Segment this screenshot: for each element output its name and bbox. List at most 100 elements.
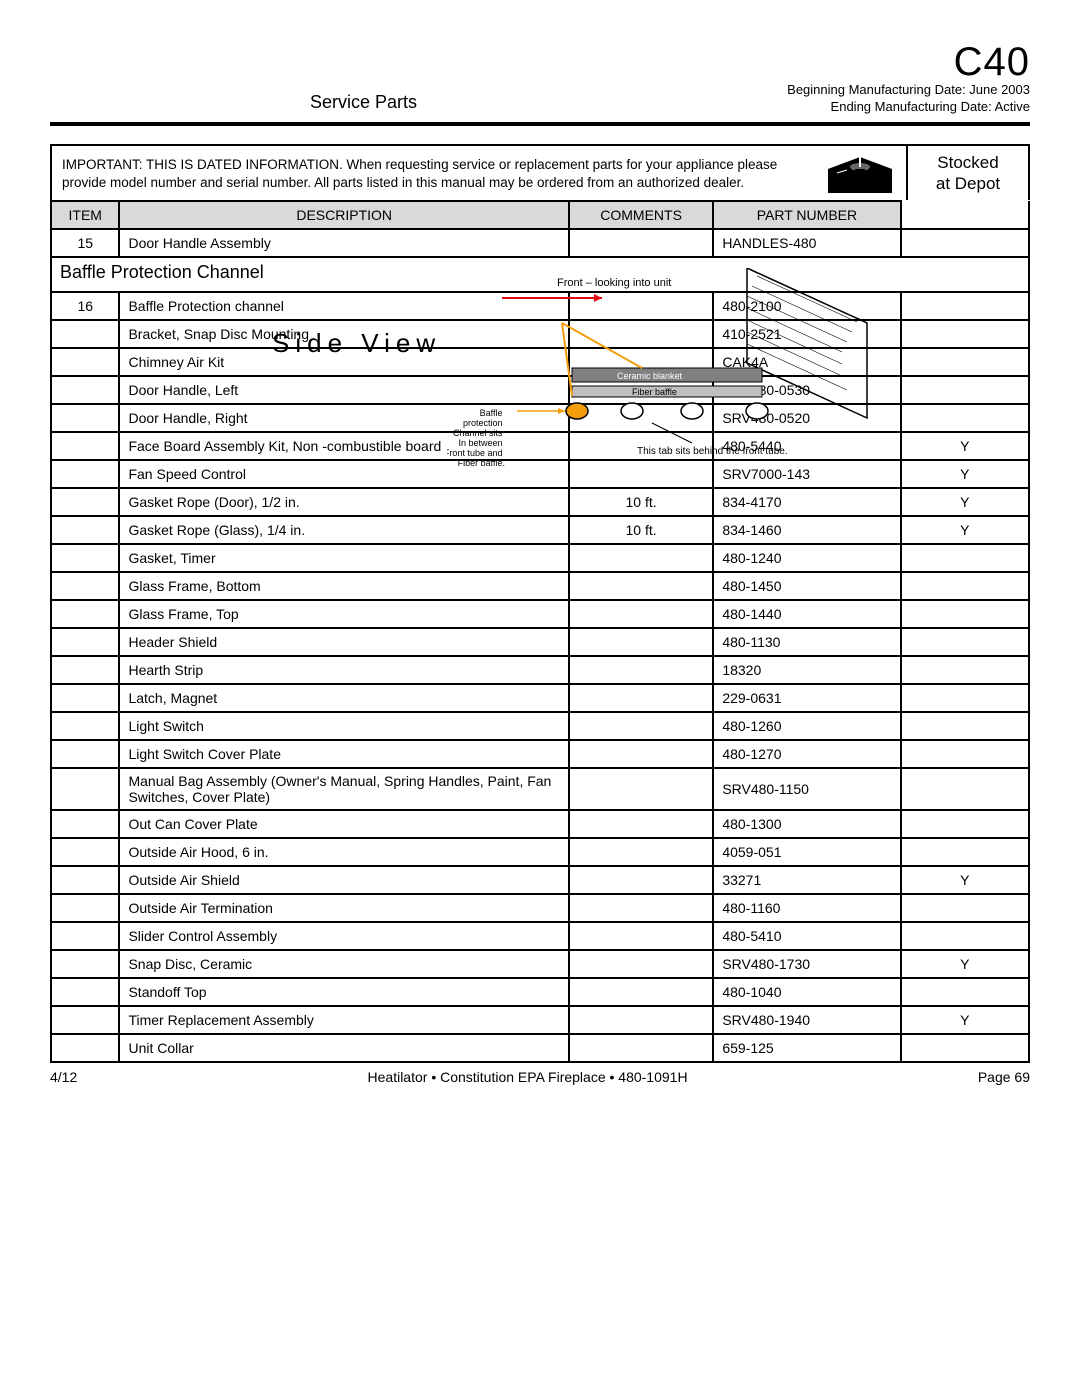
cell-stock: [901, 838, 1029, 866]
mfg-begin: Beginning Manufacturing Date: June 2003: [787, 82, 1030, 99]
cell-part: SRV480-1940: [713, 1006, 900, 1034]
table-row: Outside Air Hood, 6 in.4059-051: [51, 838, 1029, 866]
col-part-number: PART NUMBER: [713, 201, 900, 229]
cell-stock: [901, 404, 1029, 432]
cell-item: [51, 656, 119, 684]
cell-part: SRV480-1150: [713, 768, 900, 810]
cell-part: HANDLES-480: [713, 229, 900, 257]
cell-desc: Gasket, Timer: [119, 544, 568, 572]
cell-comm: [569, 229, 713, 257]
cell-desc: Light Switch: [119, 712, 568, 740]
notice-box: IMPORTANT: THIS IS DATED INFORMATION. Wh…: [50, 144, 1030, 200]
table-row: Gasket Rope (Glass), 1/4 in.10 ft.834-14…: [51, 516, 1029, 544]
cell-desc: Light Switch Cover Plate: [119, 740, 568, 768]
cell-comm: [569, 866, 713, 894]
cell-comm: [569, 810, 713, 838]
cell-comm: [569, 978, 713, 1006]
cell-item: [51, 320, 119, 348]
cell-item: [51, 810, 119, 838]
cell-stock: [901, 978, 1029, 1006]
cell-stock: Y: [901, 866, 1029, 894]
channel-note-text: Baffle protection Channel sits In betwee…: [447, 408, 505, 468]
front-label-text: Front – looking into unit: [557, 277, 671, 289]
table-row: Glass Frame, Bottom 480-1450: [51, 572, 1029, 600]
cell-stock: [901, 600, 1029, 628]
cell-stock: Y: [901, 432, 1029, 460]
cell-part: 834-1460: [713, 516, 900, 544]
cell-comm: [569, 950, 713, 978]
model-code: C40: [954, 40, 1030, 85]
cell-desc: Hearth Strip: [119, 656, 568, 684]
cell-desc: Snap Disc, Ceramic: [119, 950, 568, 978]
cell-stock: Y: [901, 1006, 1029, 1034]
cell-desc: Glass Frame, Bottom: [119, 572, 568, 600]
table-row: Gasket Rope (Door), 1/2 in.10 ft.834-417…: [51, 488, 1029, 516]
page-footer: 4/12 Heatilator • Constitution EPA Firep…: [50, 1069, 1030, 1085]
table-row: Light Switch Cover Plate480-1270: [51, 740, 1029, 768]
cell-comm: [569, 922, 713, 950]
cell-comm: 10 ft.: [569, 516, 713, 544]
footer-date: 4/12: [50, 1069, 77, 1085]
table-header-row: ITEM DESCRIPTION COMMENTS PART NUMBER: [51, 201, 1029, 229]
cell-item: [51, 404, 119, 432]
cell-part: 480-1130: [713, 628, 900, 656]
cell-item: [51, 978, 119, 1006]
stocked-at-depot: Stocked at Depot: [908, 146, 1028, 200]
cell-comm: [569, 894, 713, 922]
col-stocked: [901, 201, 1029, 229]
cell-stock: [901, 628, 1029, 656]
cell-item: [51, 488, 119, 516]
cell-comm: [569, 600, 713, 628]
cell-part: 18320: [713, 656, 900, 684]
cell-item: [51, 894, 119, 922]
cell-comm: [569, 712, 713, 740]
cell-item: [51, 740, 119, 768]
cell-comm: 10 ft.: [569, 488, 713, 516]
table-row: Unit Collar659-125: [51, 1034, 1029, 1062]
cell-item: [51, 838, 119, 866]
cell-comm: [569, 684, 713, 712]
cell-item: [51, 628, 119, 656]
cell-part: 480-1260: [713, 712, 900, 740]
cell-stock: [901, 810, 1029, 838]
stocked-line2: at Depot: [936, 173, 1000, 194]
header-rule: [50, 122, 1030, 126]
cell-part: 33271: [713, 866, 900, 894]
cell-stock: [901, 348, 1029, 376]
col-item: ITEM: [51, 201, 119, 229]
cell-part: 659-125: [713, 1034, 900, 1062]
cell-stock: Y: [901, 460, 1029, 488]
cell-desc: Gasket Rope (Glass), 1/4 in.: [119, 516, 568, 544]
cell-comm: [569, 656, 713, 684]
cell-desc: Door Handle Assembly: [119, 229, 568, 257]
cell-item: [51, 348, 119, 376]
diagram-cell: Baffle Protection Channel Side View Fron…: [51, 257, 1029, 292]
cell-item: [51, 376, 119, 404]
cell-desc: Outside Air Shield: [119, 866, 568, 894]
table-row: 15Door Handle AssemblyHANDLES-480: [51, 229, 1029, 257]
cell-part: SRV480-1730: [713, 950, 900, 978]
cell-stock: [901, 320, 1029, 348]
cell-item: [51, 1034, 119, 1062]
cell-item: [51, 922, 119, 950]
cell-part: 834-4170: [713, 488, 900, 516]
footer-center: Heatilator • Constitution EPA Fireplace …: [368, 1069, 688, 1085]
cell-stock: Y: [901, 950, 1029, 978]
cell-desc: Header Shield: [119, 628, 568, 656]
cell-part: 4059-051: [713, 838, 900, 866]
cell-stock: [901, 292, 1029, 320]
cell-comm: [569, 628, 713, 656]
cell-part: 480-1450: [713, 572, 900, 600]
table-row: Manual Bag Assembly (Owner's Manual, Spr…: [51, 768, 1029, 810]
cell-item: [51, 768, 119, 810]
cell-stock: [901, 229, 1029, 257]
cell-part: 480-5410: [713, 922, 900, 950]
cell-part: 480-1300: [713, 810, 900, 838]
notice-text: IMPORTANT: THIS IS DATED INFORMATION. Wh…: [52, 146, 808, 200]
table-row: Light Switch 480-1260: [51, 712, 1029, 740]
table-row: Glass Frame, Top480-1440: [51, 600, 1029, 628]
cell-part: 480-1040: [713, 978, 900, 1006]
col-description: DESCRIPTION: [119, 201, 568, 229]
cell-stock: [901, 684, 1029, 712]
cell-desc: Timer Replacement Assembly: [119, 1006, 568, 1034]
